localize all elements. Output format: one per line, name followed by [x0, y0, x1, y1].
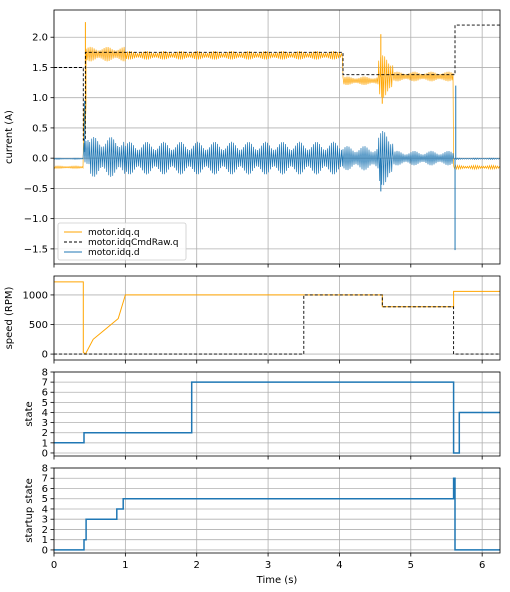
series-speed: [54, 281, 500, 355]
y-tick-label: 0.5: [32, 123, 48, 134]
series-motor-idq-q: [54, 46, 500, 171]
series-group: [54, 381, 500, 454]
y-tick-label: 5: [42, 398, 48, 409]
y-tick-label: 7: [42, 474, 48, 485]
y-tick-label: 0: [42, 448, 48, 459]
series-group: [54, 477, 500, 551]
axes-frame: [53, 9, 501, 265]
series-motor-idqcmdraw-q: [54, 24, 500, 141]
y-tick-label: −1.5: [24, 244, 48, 255]
x-tick-label: 4: [336, 560, 342, 571]
y-tick-label: 1: [42, 535, 48, 546]
y-axis-label: speed (RPM): [4, 287, 15, 350]
y-tick-label: 4: [42, 504, 48, 515]
axes-frame: [53, 275, 501, 361]
legend-entry: motor.idq.q: [88, 228, 140, 238]
series-startup-state: [54, 477, 500, 551]
y-tick-label: 3: [42, 418, 48, 429]
panel-1: 0 500 1000 speed (RPM): [4, 275, 501, 364]
legend-entry: motor.idqCmdRaw.q: [88, 238, 178, 248]
y-tick-label: 2: [42, 428, 48, 439]
series-group: [54, 281, 500, 355]
y-tick-label: 5: [42, 494, 48, 505]
y-tick-label: 0.0: [32, 154, 48, 165]
x-tick-label: 3: [265, 560, 271, 571]
y-tick-label: 6: [42, 484, 48, 495]
axes-frame: [53, 467, 501, 554]
x-tick-label: 6: [479, 560, 485, 571]
legend-frame: [57, 222, 187, 261]
x-tick-label: 5: [408, 560, 414, 571]
y-axis-label: startup state: [24, 478, 35, 543]
legend-entry: motor.idq.d: [88, 248, 140, 258]
panel-0: −1.5 −1.0 −0.5 0.0 0.5 1.0 1.5 2.0 current (A) mo…: [4, 9, 501, 268]
y-tick-label: −0.5: [24, 184, 48, 195]
y-tick-label: 3: [42, 515, 48, 526]
y-tick-label: 2: [42, 525, 48, 536]
x-tick-label: 2: [194, 560, 200, 571]
y-tick-label: 2.0: [32, 33, 48, 44]
y-tick-label: 8: [42, 464, 48, 475]
series-motor-idq-d: [54, 130, 500, 186]
y-axis-label: current (A): [4, 110, 15, 164]
x-tick-label: 0: [51, 560, 57, 571]
y-axis-label: state: [24, 401, 35, 426]
y-tick-label: 1.5: [32, 63, 48, 74]
x-tick-label: 1: [122, 560, 128, 571]
y-tick-label: 1: [42, 438, 48, 449]
x-axis-label: Time (s): [256, 575, 298, 586]
y-tick-label: −1.0: [24, 214, 48, 225]
y-tick-label: 1.0: [32, 93, 48, 104]
y-tick-label: 8: [42, 368, 48, 379]
y-tick-label: 6: [42, 388, 48, 399]
y-tick-label: 0: [42, 350, 48, 361]
y-tick-label: 500: [29, 320, 48, 331]
series-speed-cmd: [54, 294, 500, 355]
axes-frame: [53, 371, 501, 457]
y-tick-label: 0: [42, 545, 48, 556]
series-state: [54, 381, 500, 454]
y-tick-label: 1000: [23, 290, 48, 301]
y-tick-label: 7: [42, 378, 48, 389]
y-tick-label: 4: [42, 408, 48, 419]
series-group: [54, 22, 500, 251]
